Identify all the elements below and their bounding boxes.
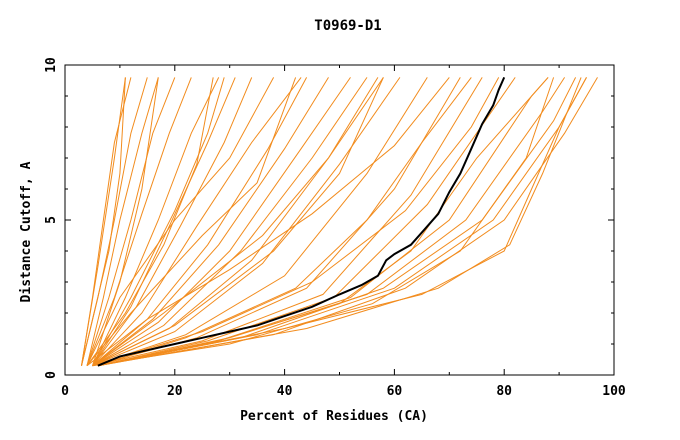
series-line-m06	[86, 77, 192, 366]
series-layer	[81, 76, 598, 367]
x-tick-label-100: 100	[602, 384, 626, 399]
series-line-m39	[86, 77, 214, 366]
series-line-m09	[92, 77, 253, 366]
series-line-m05	[81, 77, 126, 366]
series-line-m03	[86, 77, 159, 366]
y-tick-label-10: 10	[44, 57, 59, 73]
series-line-m38	[92, 77, 225, 366]
series-line-m10	[92, 77, 302, 367]
series-line-m17	[92, 77, 428, 367]
x-tick-label-40: 40	[277, 384, 293, 399]
y-tick-label-5: 5	[44, 216, 59, 224]
chart-title: T0969-D1	[314, 18, 381, 34]
y-tick-label-0: 0	[44, 371, 59, 379]
x-tick-label-20: 20	[167, 384, 183, 399]
series-line-m08	[92, 77, 236, 366]
x-axis-label: Percent of Residues (CA)	[240, 409, 428, 424]
series-line-m07	[92, 77, 220, 366]
series-line-m27	[97, 77, 582, 367]
highlight-series-line	[97, 76, 506, 367]
x-tick-label-0: 0	[61, 384, 69, 399]
series-line-m11	[92, 77, 308, 367]
ticks-layer: 0 20 40 60 80 100 0 5 10	[44, 57, 626, 399]
series-line-m12	[92, 77, 329, 367]
x-tick-label-80: 80	[496, 384, 512, 399]
series-line-m32	[86, 77, 275, 366]
series-line-m34	[81, 77, 126, 366]
series-line-m18	[92, 77, 461, 367]
y-axis-label: Distance Cutoff, A	[19, 161, 34, 302]
series-line-m35	[86, 77, 450, 367]
series-line-m30	[92, 77, 384, 367]
series-line-m16	[92, 77, 401, 367]
series-line-m04	[86, 77, 176, 366]
series-line-m37	[92, 77, 379, 367]
series-line-m14	[92, 77, 368, 367]
series-line-m40	[92, 77, 500, 367]
series-line-m15	[92, 77, 384, 367]
x-tick-label-60: 60	[387, 384, 403, 399]
plot-frame	[64, 64, 615, 376]
series-line-m19	[92, 77, 483, 367]
series-line-m29	[97, 77, 472, 367]
series-line-m13	[92, 77, 351, 367]
series-line-m31	[86, 77, 297, 367]
series-line-m36	[92, 77, 555, 367]
series-line-m33	[92, 77, 159, 366]
series-line-m22	[97, 77, 566, 367]
